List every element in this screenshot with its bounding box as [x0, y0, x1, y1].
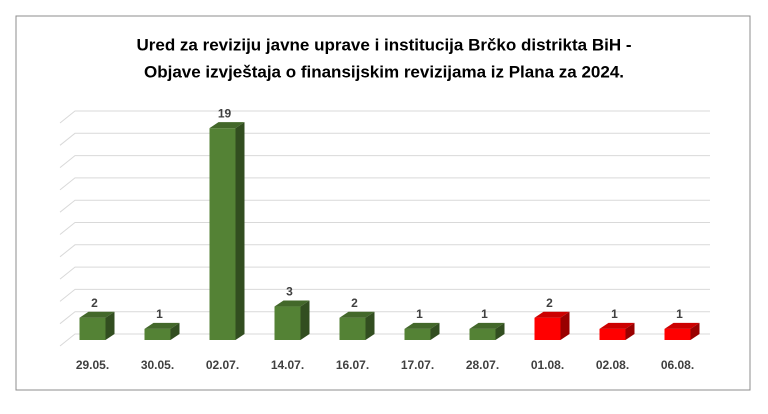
grid-line [59, 155, 710, 168]
x-tick-label: 02.07. [206, 358, 239, 372]
grid-line [59, 244, 710, 258]
bar-top [534, 311, 570, 318]
x-tick-label: 28.07. [466, 358, 499, 372]
x-tick-label: 01.08. [531, 358, 564, 372]
x-tick-label: 16.07. [336, 358, 369, 372]
bar [404, 328, 431, 340]
bar-top [209, 122, 245, 129]
bar-side [560, 311, 570, 340]
bar [339, 317, 366, 340]
bar-top [79, 311, 115, 318]
bar-top [404, 322, 440, 329]
bar [79, 317, 106, 340]
bar [534, 317, 561, 340]
bar-top [469, 322, 505, 329]
data-label: 1 [156, 307, 163, 321]
grid-line [59, 311, 710, 325]
bar-side [690, 322, 700, 340]
bar-top [144, 322, 180, 329]
chart-title: Ured za reviziju javne uprave i instituc… [136, 35, 631, 54]
grid-line [59, 177, 710, 191]
x-tick-label: 02.08. [596, 358, 629, 372]
bar-side [495, 322, 505, 340]
bar [144, 328, 171, 340]
data-label: 1 [481, 307, 488, 321]
bar-top [664, 322, 700, 329]
bar-side [625, 322, 635, 340]
data-label: 19 [218, 106, 232, 120]
bar-top [274, 300, 310, 307]
bar [274, 306, 301, 340]
x-tick-label: 06.08. [661, 358, 694, 372]
bar-side [430, 322, 440, 340]
data-label: 2 [91, 296, 98, 310]
data-label: 2 [546, 296, 553, 310]
bar-side [170, 322, 180, 340]
bar [469, 328, 496, 340]
grid-line [59, 288, 710, 302]
grid-line [59, 266, 710, 280]
x-tick-label: 29.05. [76, 358, 109, 372]
x-tick-label: 17.07. [401, 358, 434, 372]
bar-side [365, 311, 375, 340]
bar-top [599, 322, 635, 329]
data-label: 3 [286, 285, 293, 299]
bar-top [339, 311, 375, 318]
bar [209, 128, 236, 340]
bar-side [235, 122, 245, 341]
data-label: 1 [416, 307, 423, 321]
data-label: 1 [676, 307, 683, 321]
x-tick-label: 30.05. [141, 358, 174, 372]
bar-side [105, 311, 115, 340]
bar [664, 328, 691, 340]
x-tick-label: 14.07. [271, 358, 304, 372]
grid-line [59, 222, 710, 235]
bar [599, 328, 626, 340]
data-label: 1 [611, 307, 618, 321]
bar-side [300, 300, 310, 340]
grid-line [59, 199, 710, 213]
grid-line [59, 110, 710, 124]
data-label: 2 [351, 296, 358, 310]
chart-subtitle: Objave izvještaja o finansijskim revizij… [144, 62, 624, 81]
grid-line [59, 132, 710, 146]
